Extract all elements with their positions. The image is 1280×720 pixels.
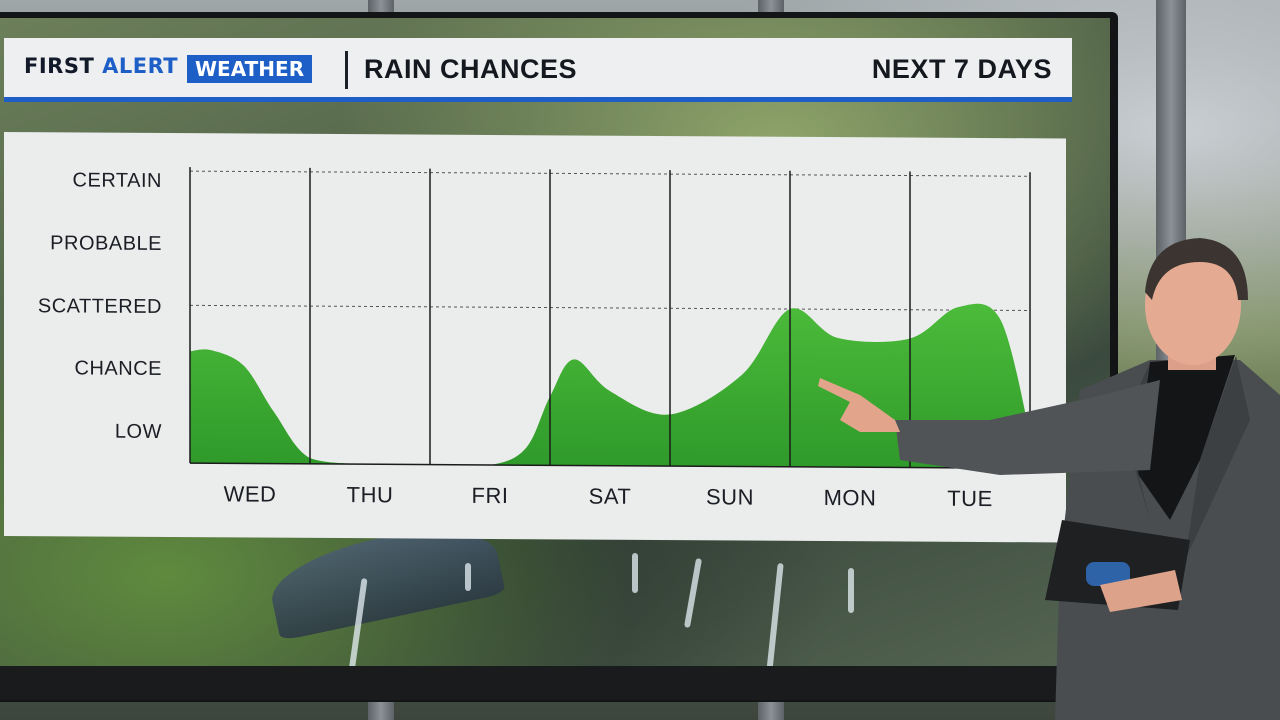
brand-logo: FIRST ALERT <box>24 54 178 78</box>
presenter-hair <box>1145 238 1248 300</box>
area-layer <box>190 303 1030 469</box>
presenter-arm <box>895 380 1160 475</box>
presenter-lapel <box>1185 356 1250 560</box>
day-label: FRI <box>472 483 509 508</box>
y-level-label: SCATTERED <box>38 295 162 318</box>
y-level-labels: LOW CHANCE SCATTERED PROBABLE CERTAIN <box>38 169 162 443</box>
presenter-shirt <box>1135 355 1235 520</box>
presenter-hand <box>1100 570 1182 612</box>
day-label: TUE <box>947 486 992 511</box>
rain-chance-area <box>190 303 1030 469</box>
x-axis-line <box>190 462 1030 470</box>
forecast-range-label: NEXT 7 DAYS <box>871 54 1052 84</box>
y-level-label: PROBABLE <box>50 232 162 255</box>
day-labels: WED THU FRI SAT SUN MON TUE <box>224 481 993 511</box>
y-level-label: CERTAIN <box>73 169 162 192</box>
rain-splash <box>632 553 638 593</box>
brand-weather-badge: WEATHER <box>187 55 313 83</box>
day-label: MON <box>824 485 877 510</box>
rain-chance-chart: LOW CHANCE SCATTERED PROBABLE CERTAIN WED THU… <box>38 167 1031 511</box>
grid-layer <box>190 170 1030 311</box>
brand-first-text: FIRST <box>24 54 103 78</box>
presenter-head <box>1145 245 1241 365</box>
day-label: SUN <box>706 484 754 509</box>
gridline-certain <box>190 170 1030 177</box>
monitor-bottom-bezel <box>0 666 1118 700</box>
chart-title: RAIN CHANCES <box>364 54 578 84</box>
brand-alert-text: ALERT <box>102 54 179 78</box>
rain-splash <box>465 563 471 591</box>
day-label: SAT <box>589 484 632 509</box>
rain-splash <box>848 568 854 613</box>
day-label: WED <box>224 481 277 506</box>
day-divider-layer <box>189 167 1031 470</box>
chart-panel: LOW CHANCE SCATTERED PROBABLE CERTAIN WED THU… <box>4 132 1066 543</box>
graphic-header-bar: FIRST ALERT WEATHER RAIN CHANCES NEXT 7 … <box>4 38 1072 102</box>
header-divider <box>345 51 348 89</box>
y-level-label: LOW <box>115 421 162 443</box>
gridline-scattered <box>190 304 1030 311</box>
y-level-label: CHANCE <box>75 357 162 380</box>
presenter-hand <box>818 378 900 432</box>
clicker-icon <box>1086 562 1130 586</box>
day-label: THU <box>347 482 394 507</box>
